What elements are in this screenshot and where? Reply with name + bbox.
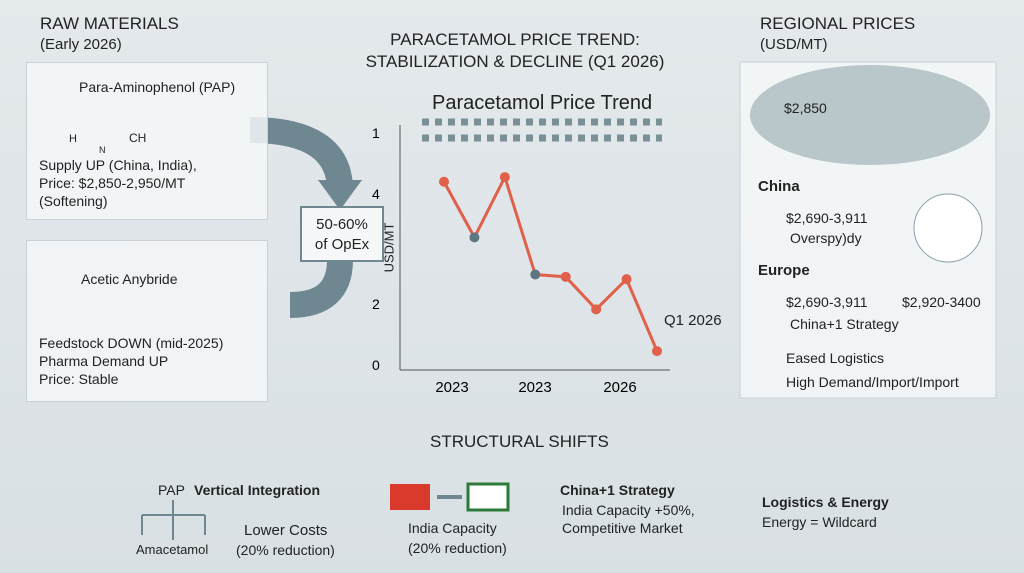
pap-label: PAP xyxy=(158,482,185,498)
region-heading: Europe xyxy=(758,262,810,279)
y-label: 4 xyxy=(372,186,380,202)
y-label: 1 xyxy=(372,125,380,141)
shift-text: Amacetamol xyxy=(136,542,209,557)
shift-text: Lower Costs xyxy=(244,522,328,539)
x-label: 2026 xyxy=(603,379,636,396)
point xyxy=(530,269,541,280)
molecule-label: CH xyxy=(129,131,147,145)
text-line: Supply UP (China, India), xyxy=(39,157,197,173)
title: RAW MATERIALS xyxy=(40,14,179,33)
y-axis-label: USD/MT xyxy=(381,222,397,273)
text-line: Price: $2,850-2,950/MT xyxy=(39,175,186,191)
point xyxy=(469,232,480,243)
point xyxy=(499,172,510,183)
chart-title: Paracetamol Price Trend xyxy=(432,92,653,114)
flow-arrow xyxy=(249,117,353,191)
title: REGIONAL PRICES xyxy=(760,14,916,33)
shift-text: (20% reduction) xyxy=(408,540,507,556)
opex-text: 50-60% xyxy=(316,216,368,233)
region-note: Overspy)dy xyxy=(790,230,862,246)
china-flag xyxy=(390,484,430,510)
section-title: STRUCTURAL SHIFTS xyxy=(430,432,609,451)
point xyxy=(439,176,449,187)
text-line: (Softening) xyxy=(39,193,108,209)
point xyxy=(560,271,571,282)
y-label: 2 xyxy=(372,296,380,312)
region-price: $2,690-3,911 xyxy=(786,210,868,226)
world-map xyxy=(750,65,990,165)
logistics-text: Eased Logistics xyxy=(786,350,885,366)
material-name: Para-Aminophenol (PAP) xyxy=(79,79,236,95)
port-icon xyxy=(913,193,983,263)
text-line: Feedstock DOWN (mid-2025) xyxy=(39,335,224,351)
text-line: Pharma Demand UP xyxy=(39,353,169,369)
arrow-head xyxy=(318,180,362,210)
molecule-label: N xyxy=(99,145,106,155)
shift-title: China+1 Strategy xyxy=(560,482,675,498)
material-name: Acetic Anybride xyxy=(81,271,178,287)
text-line: Price: Stable xyxy=(39,371,119,387)
annotation: Q1 2026 xyxy=(664,312,722,329)
opex-box: 50-60% of OpEx xyxy=(300,206,384,262)
subtitle: (USD/MT) xyxy=(760,36,828,53)
shift-text: India Capacity xyxy=(408,520,497,536)
flow-arrow xyxy=(289,259,353,318)
subtitle: (Early 2026) xyxy=(40,36,122,53)
tree-icon xyxy=(141,500,206,540)
pap-panel: Para-Aminophenol (PAP) H CH N Supply UP … xyxy=(26,62,268,220)
title: PARACETAMOL PRICE TREND: xyxy=(390,30,640,49)
region-price: $2,920-3400 xyxy=(902,294,981,310)
opex-text: of OpEx xyxy=(314,236,370,253)
x-label: 2023 xyxy=(518,379,551,396)
y-label: 0 xyxy=(372,357,380,373)
point xyxy=(652,346,662,357)
price-line xyxy=(442,173,659,352)
logistics-text: High Demand/Import/Import xyxy=(786,374,959,390)
point xyxy=(591,304,602,315)
region-note: China+1 Strategy xyxy=(790,316,899,332)
shift-text: (20% reduction) xyxy=(236,542,335,558)
region-heading: China xyxy=(758,178,800,195)
point xyxy=(621,274,632,285)
shift-text: Competitive Market xyxy=(562,520,683,536)
x-label: 2023 xyxy=(435,379,468,396)
shift-text: India Capacity +50%, xyxy=(562,502,695,518)
shift-text: Energy = Wildcard xyxy=(762,514,877,530)
india-flag xyxy=(466,482,510,512)
map-price: $2,850 xyxy=(784,100,827,116)
molecule-label: H xyxy=(69,133,77,145)
acetic-panel: Acetic Anybride Feedstock DOWN (mid-2025… xyxy=(26,240,268,402)
shift-title: Vertical Integration xyxy=(194,482,321,498)
title: STABILIZATION & DECLINE (Q1 2026) xyxy=(365,52,665,71)
region-price: $2,690-3,911 xyxy=(786,294,868,310)
shift-title: Logistics & Energy xyxy=(762,494,889,510)
